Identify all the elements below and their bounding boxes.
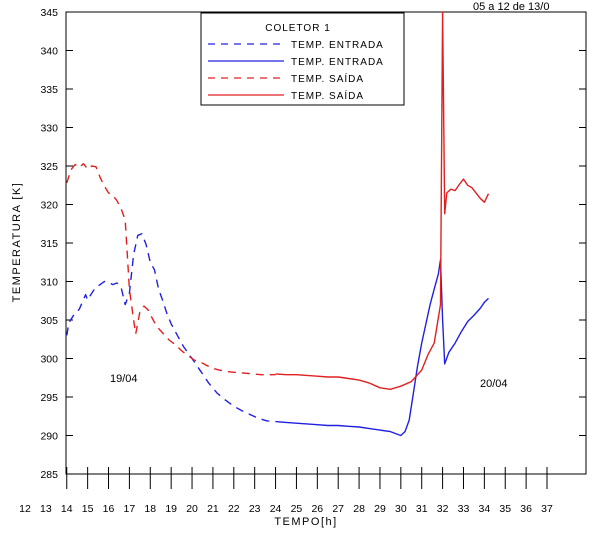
series-line-3 [275,11,490,390]
x-tick-label: 25 [291,503,303,515]
x-tick-label: 30 [395,503,407,515]
x-tick-label: 18 [144,503,156,515]
y-tick-label: 305 [40,315,58,327]
x-tick-label: 13 [40,503,52,515]
x-tick-label: 31 [416,503,428,515]
legend-entry-2: TEMP. SAÍDA [291,72,364,85]
y-tick-label: 310 [40,277,58,289]
x-tick-label: 24 [270,503,282,515]
x-tick-label: 22 [228,503,240,515]
x-axis-label: TEMPO[h] [274,516,337,528]
x-tick-label: 26 [311,503,323,515]
x-tick-label: 15 [82,503,94,515]
y-tick-label: 315 [40,238,58,250]
y-tick-label: 335 [40,84,58,96]
legend-entry-1: TEMP. ENTRADA [291,57,384,68]
x-tick-label: 35 [499,503,511,515]
y-axis-label: TEMPERATURA [K] [11,182,23,303]
x-tick-label: 34 [479,503,491,515]
y-tick-label: 290 [40,431,58,443]
axes: 285 290 295 300 305 310 315 320 325 330 335 340 345 1… [19,7,587,515]
series-line-2 [66,163,276,376]
x-tick-label: 16 [103,503,115,515]
series-layer [66,11,490,437]
y-tick-label: 340 [40,46,58,58]
corner-text: 05 a 12 de 13/0 [473,1,549,13]
y-tick-label: 330 [40,123,58,135]
y-tick-label: 320 [40,200,58,212]
x-tick-label: 20 [186,503,198,515]
x-tick-label: 36 [520,503,532,515]
y-tick-label: 300 [40,354,58,366]
y-tick-label: 285 [40,469,58,481]
legend: COLETOR 1 TEMP. ENTRADA TEMP. ENTRADA TE… [200,12,405,106]
annotation-20-04: 20/04 [480,378,508,390]
annotation-19-04: 19/04 [110,373,138,385]
y-tick-label: 325 [40,161,58,173]
x-tick-label: 12 [19,503,31,515]
x-tick-label: 37 [541,503,553,515]
series-line-1 [275,259,489,437]
x-tick-label: 21 [207,503,219,515]
x-tick-label: 14 [61,503,73,515]
x-tick-label: 33 [458,503,470,515]
legend-entry-3: TEMP. SAÍDA [291,89,364,102]
x-tick-label: 29 [374,503,386,515]
y-tick-label: 295 [40,392,58,404]
y-tick-label: 345 [40,7,58,19]
series-line-0 [66,233,276,423]
x-tick-label: 23 [249,503,261,515]
x-tick-label: 17 [124,503,136,515]
x-tick-label: 32 [437,503,449,515]
x-tick-label: 28 [353,503,365,515]
legend-title: COLETOR 1 [265,23,331,34]
legend-entry-0: TEMP. ENTRADA [291,40,384,51]
x-tick-label: 27 [332,503,344,515]
x-tick-label: 19 [165,503,177,515]
legend-box [200,12,405,106]
